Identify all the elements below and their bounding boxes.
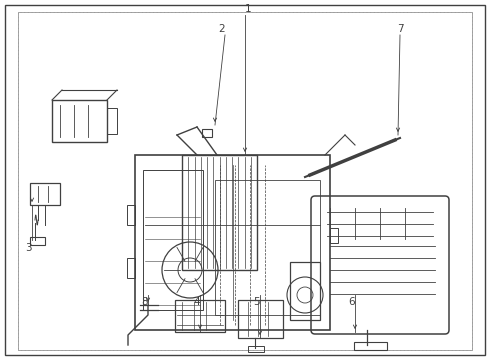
Bar <box>135 155 330 330</box>
Bar <box>215 180 320 315</box>
Text: 5: 5 <box>254 297 260 307</box>
Bar <box>248 346 264 352</box>
Bar <box>175 300 225 332</box>
Text: 2: 2 <box>219 24 225 34</box>
Bar <box>127 257 135 278</box>
Bar <box>30 183 60 205</box>
Text: 6: 6 <box>349 297 355 307</box>
Text: 7: 7 <box>397 24 403 34</box>
Bar <box>127 205 135 225</box>
Bar <box>202 129 212 137</box>
Bar <box>52 100 107 142</box>
Bar <box>290 261 320 320</box>
Bar <box>354 342 387 350</box>
Bar <box>330 228 338 243</box>
Bar <box>143 170 203 310</box>
Bar <box>182 155 257 270</box>
Bar <box>30 237 45 245</box>
Bar <box>107 108 117 134</box>
Bar <box>238 300 283 338</box>
Text: 8: 8 <box>142 297 148 307</box>
Text: 4: 4 <box>194 297 200 307</box>
Text: 3: 3 <box>24 243 31 253</box>
Text: 1: 1 <box>245 4 251 14</box>
